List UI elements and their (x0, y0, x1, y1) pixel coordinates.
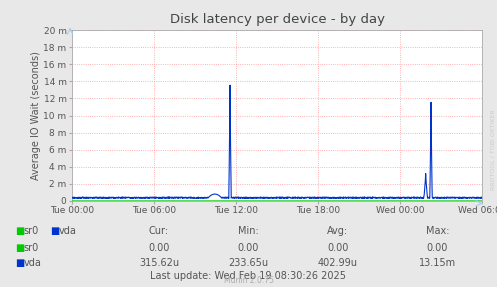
Text: vda: vda (59, 226, 77, 236)
Y-axis label: Average IO Wait (seconds): Average IO Wait (seconds) (31, 51, 41, 180)
Text: 13.15m: 13.15m (419, 258, 456, 267)
Text: sr0: sr0 (24, 243, 39, 253)
Text: ■: ■ (50, 226, 59, 236)
Text: 233.65u: 233.65u (229, 258, 268, 267)
Text: Avg:: Avg: (328, 226, 348, 236)
Text: 0.00: 0.00 (238, 243, 259, 253)
Text: 0.00: 0.00 (327, 243, 349, 253)
Text: 402.99u: 402.99u (318, 258, 358, 267)
Title: Disk latency per device - by day: Disk latency per device - by day (169, 13, 385, 26)
Text: 315.62u: 315.62u (139, 258, 179, 267)
Text: 0.00: 0.00 (148, 243, 170, 253)
Text: vda: vda (24, 258, 42, 267)
Text: ■: ■ (15, 243, 24, 253)
Text: Munin 2.0.75: Munin 2.0.75 (224, 276, 273, 285)
Text: ■: ■ (15, 226, 24, 236)
Text: Cur:: Cur: (149, 226, 169, 236)
Text: Max:: Max: (425, 226, 449, 236)
Text: Min:: Min: (238, 226, 259, 236)
Text: sr0: sr0 (24, 226, 39, 236)
Text: RRDTOOL / TOBI OETIKER: RRDTOOL / TOBI OETIKER (491, 109, 496, 190)
Text: 0.00: 0.00 (426, 243, 448, 253)
Text: Last update: Wed Feb 19 08:30:26 2025: Last update: Wed Feb 19 08:30:26 2025 (151, 271, 346, 281)
Text: ■: ■ (15, 258, 24, 267)
